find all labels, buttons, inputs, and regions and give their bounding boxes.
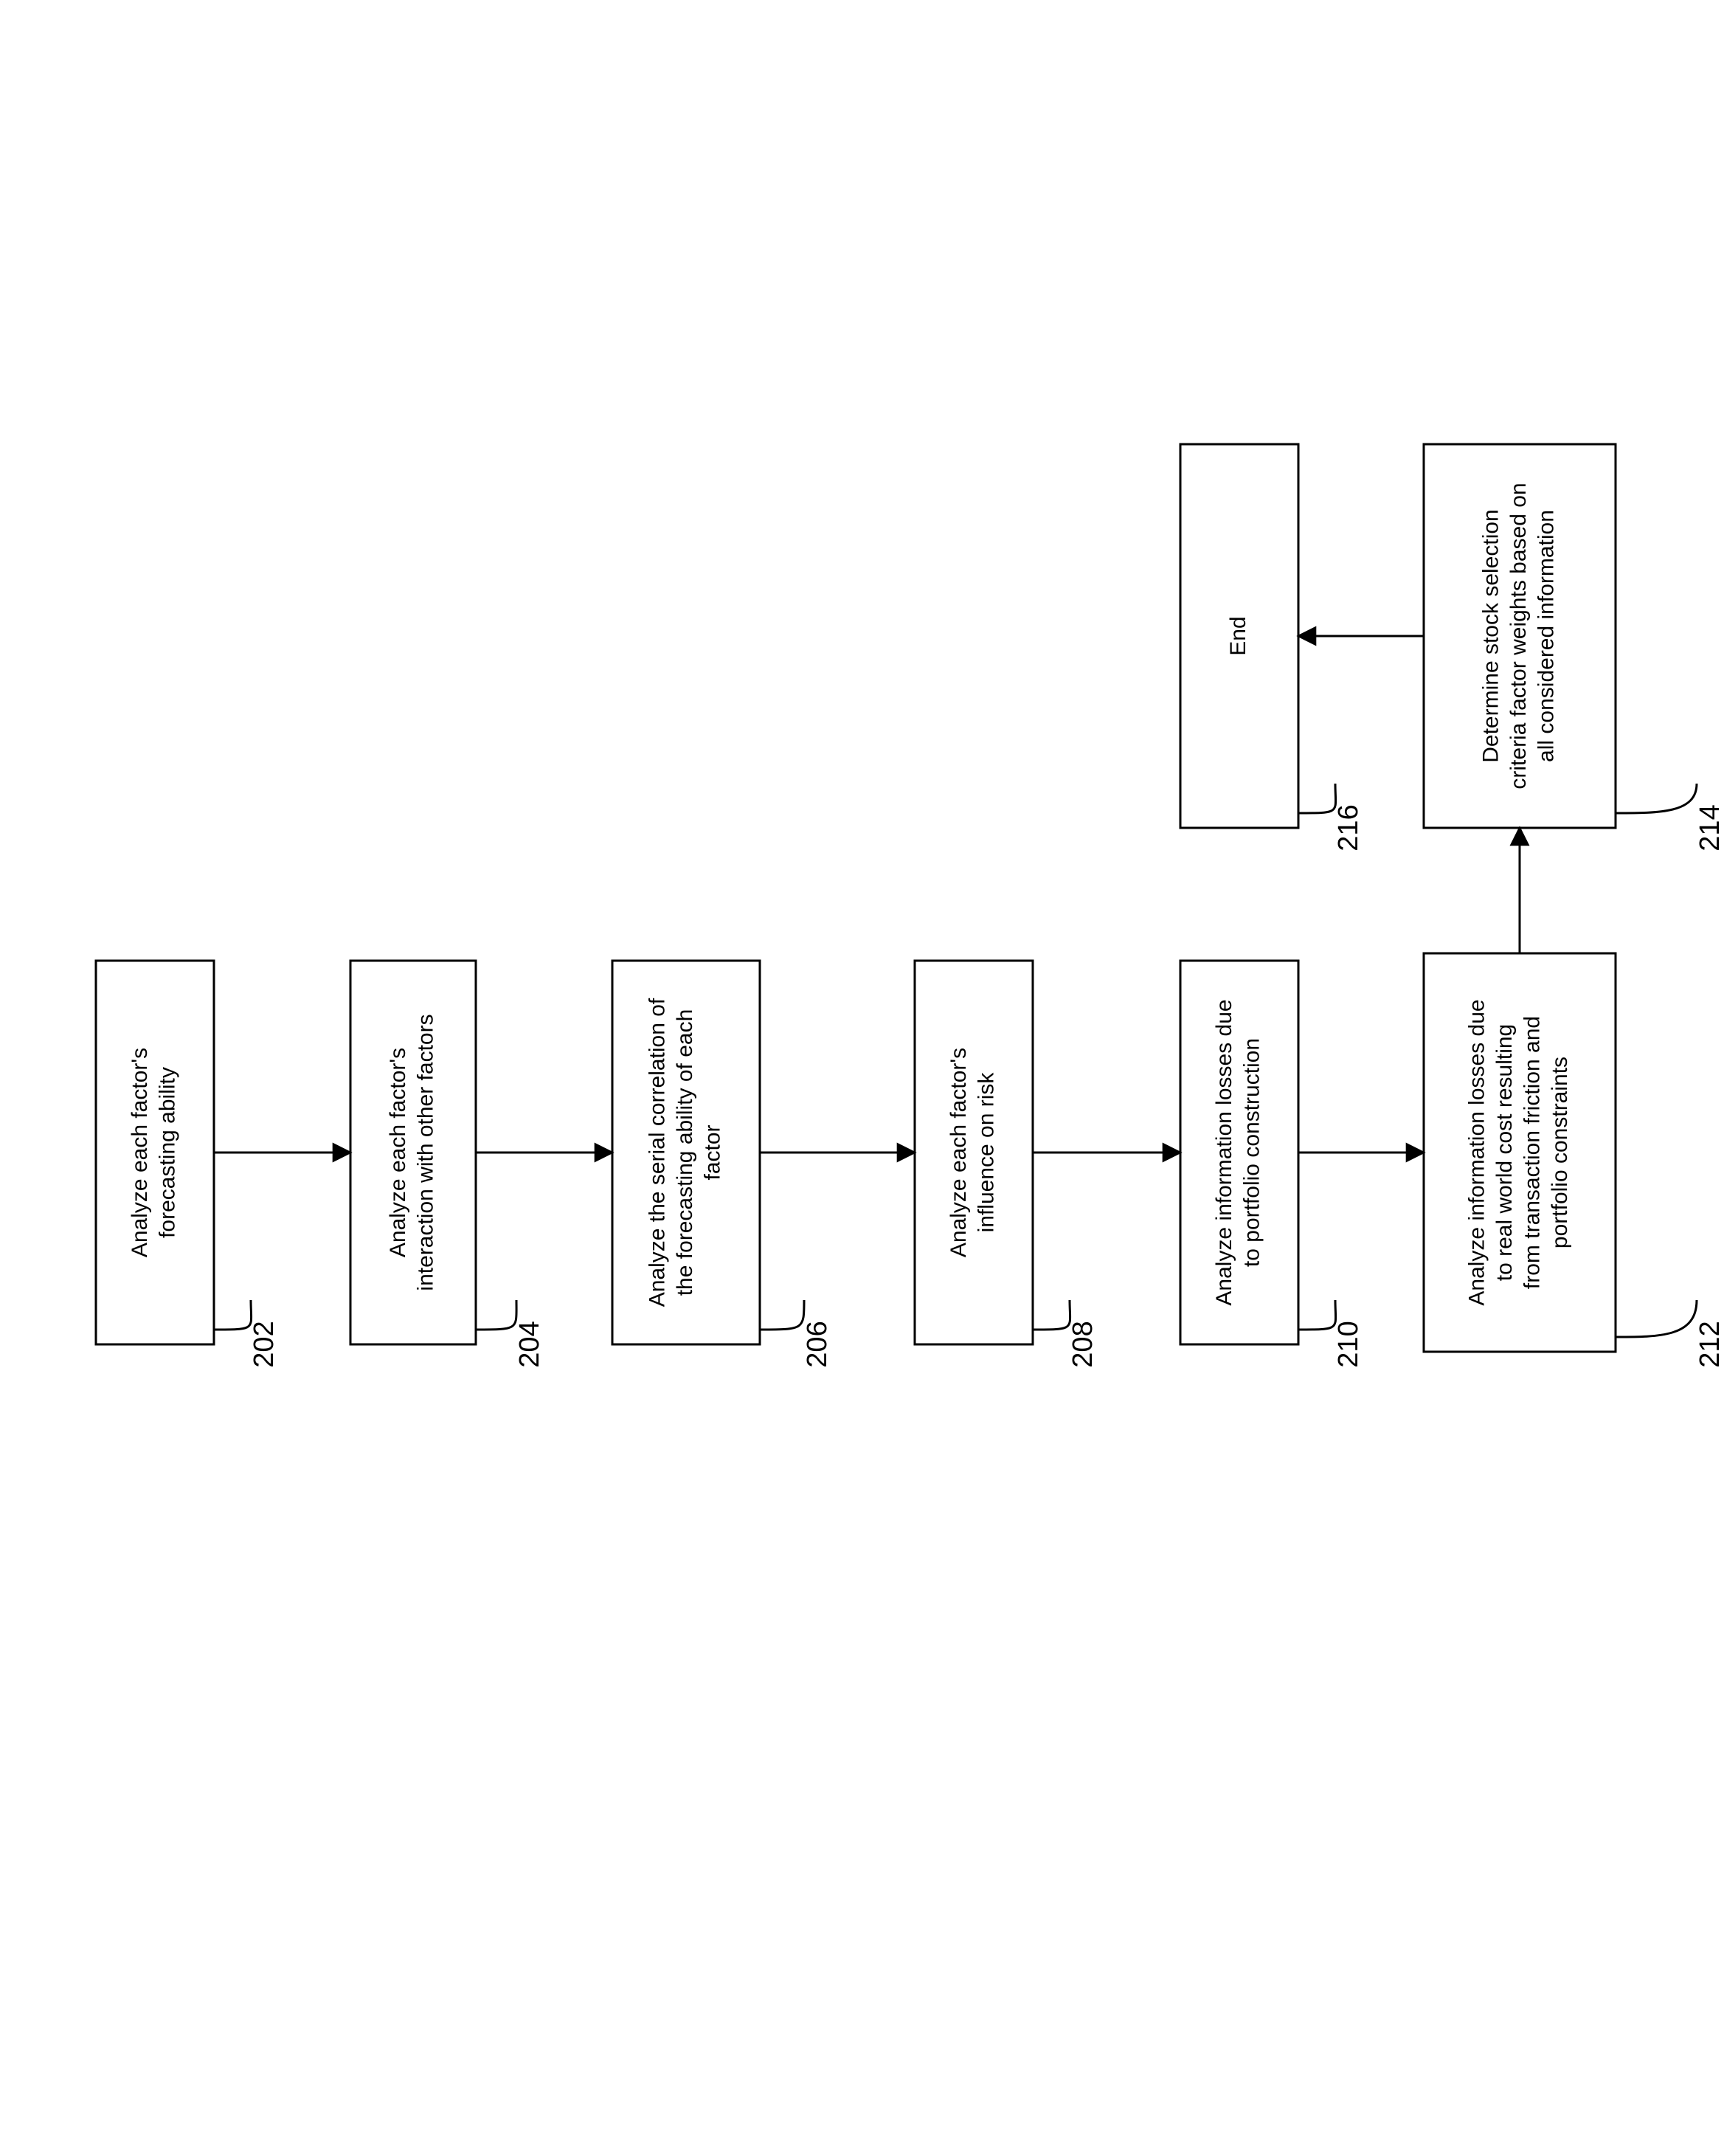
flow-node-n202: Analyze each factor'sforecasting ability (96, 961, 214, 1344)
node-text: portfolio constraints (1548, 1057, 1572, 1248)
callout-line (1616, 1300, 1697, 1337)
flow-node-n208: Analyze each factor'sinfluence on risk (915, 961, 1033, 1344)
flowchart-canvas: Analyze each factor'sforecasting ability… (0, 0, 1724, 2156)
node-text: Analyze each factor's (946, 1048, 971, 1257)
ref-label-202: 202 (249, 1321, 280, 1367)
ref-label-210: 210 (1333, 1321, 1364, 1367)
callout-line (476, 1300, 516, 1330)
ref-label-206: 206 (802, 1321, 833, 1367)
flow-node-n216: End (1180, 444, 1298, 828)
node-text: all considered information (1534, 510, 1558, 762)
node-text: End (1226, 616, 1250, 655)
callout-line (1298, 1300, 1336, 1330)
callout-line (214, 1300, 252, 1330)
flow-node-n204: Analyze each factor'sinteraction with ot… (350, 961, 476, 1344)
node-text: from transaction friction and (1520, 1016, 1545, 1289)
node-text: Determine stock selection (1478, 509, 1503, 762)
flow-node-n214: Determine stock selectioncriteria factor… (1424, 444, 1616, 828)
ref-label-216: 216 (1333, 804, 1364, 851)
callout-line (1616, 784, 1697, 813)
node-text: to portfolio construction (1240, 1038, 1264, 1267)
callout-line (1298, 784, 1336, 813)
node-text: influence on risk (974, 1072, 999, 1233)
callout-line (760, 1300, 804, 1330)
node-text: Analyze each factor's (128, 1048, 152, 1257)
node-text: Analyze each factor's (386, 1048, 410, 1257)
callout-line (1033, 1300, 1070, 1330)
node-text: criteria factor weights based on (1506, 483, 1531, 789)
flow-node-n206: Analyze the serial correlation ofthe for… (612, 961, 760, 1344)
ref-label-214: 214 (1694, 804, 1724, 851)
node-text: Analyze information losses due (1465, 999, 1489, 1305)
flow-node-n212: Analyze information losses dueto real wo… (1424, 953, 1616, 1352)
ref-label-208: 208 (1067, 1321, 1098, 1367)
flow-node-n210: Analyze information losses dueto portfol… (1180, 961, 1298, 1344)
node-text: interaction with other factors (414, 1014, 438, 1291)
ref-label-204: 204 (514, 1321, 545, 1367)
node-text: Analyze the serial correlation of (645, 998, 669, 1307)
node-text: the forecasting ability of each (673, 1009, 697, 1296)
ref-label-212: 212 (1694, 1321, 1724, 1367)
node-text: Analyze information losses due (1212, 999, 1236, 1305)
node-text: factor (700, 1124, 724, 1180)
node-text: forecasting ability (156, 1067, 180, 1238)
node-text: to real world cost resulting (1492, 1024, 1517, 1282)
